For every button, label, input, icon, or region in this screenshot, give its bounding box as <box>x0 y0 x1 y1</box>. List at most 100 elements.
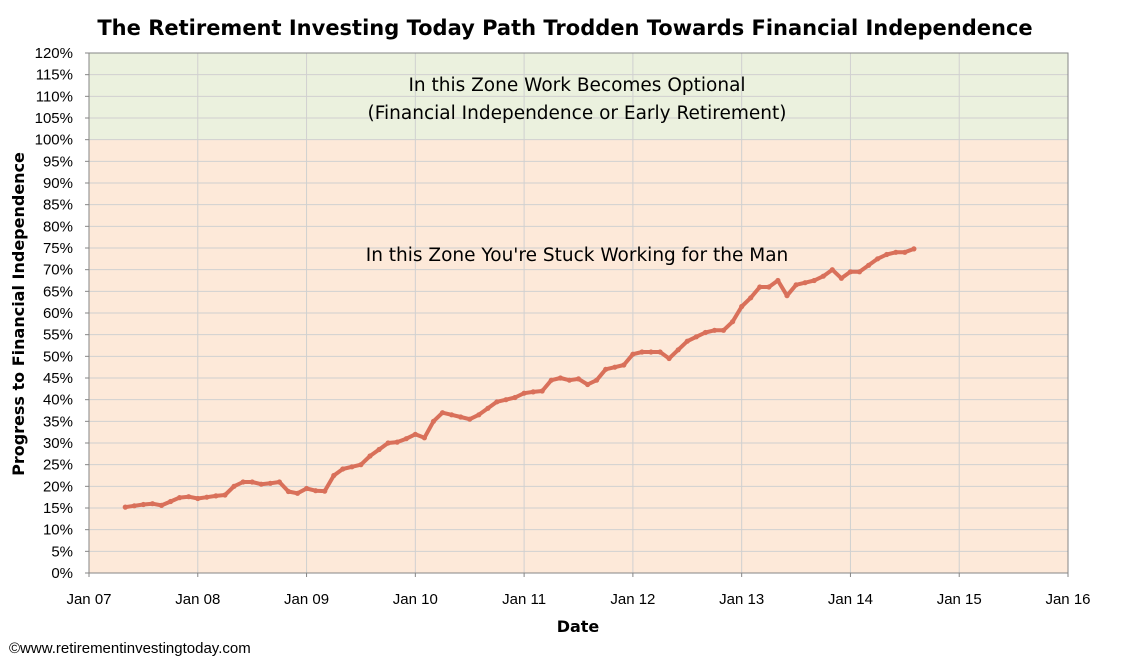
data-point <box>621 362 627 368</box>
data-point <box>702 329 709 336</box>
data-point <box>439 410 446 416</box>
series-line <box>123 246 916 510</box>
y-tick-label: 50% <box>43 348 73 365</box>
data-point <box>458 414 464 420</box>
y-tick-label: 100% <box>35 132 73 149</box>
data-point <box>657 349 663 355</box>
data-point <box>648 349 654 355</box>
x-tick-label: Jan 13 <box>719 591 764 608</box>
y-tick-label: 45% <box>43 370 73 387</box>
data-point <box>802 280 808 286</box>
y-tick-label: 35% <box>43 413 73 430</box>
zone-labels: In this Zone Work Becomes Optional (Finan… <box>366 75 789 266</box>
x-axis-title: Date <box>557 617 600 636</box>
copyright-footer: ©www.retirementinvestingtoday.com <box>9 640 251 657</box>
data-point <box>557 375 564 381</box>
data-point <box>485 405 491 411</box>
data-point <box>240 479 246 485</box>
data-point <box>530 389 536 395</box>
data-point <box>856 269 863 275</box>
data-point <box>195 495 201 502</box>
y-tick-label: 55% <box>43 327 73 344</box>
data-point <box>902 249 908 255</box>
data-point <box>412 431 418 437</box>
x-tick-label: Jan 10 <box>393 591 438 608</box>
data-point <box>521 390 527 396</box>
y-tick-label: 80% <box>43 218 73 235</box>
data-point <box>775 277 781 284</box>
y-tick-label: 10% <box>43 522 73 539</box>
data-point <box>748 295 754 301</box>
data-point <box>285 488 291 495</box>
data-point <box>267 480 273 486</box>
data-point <box>811 277 817 284</box>
data-point <box>730 319 736 325</box>
data-point <box>585 381 591 388</box>
data-point <box>838 275 845 281</box>
data-point <box>766 284 772 290</box>
data-point <box>258 481 264 487</box>
x-tick-label: Jan 07 <box>66 591 111 608</box>
data-point <box>276 479 282 485</box>
data-point <box>494 399 500 405</box>
data-point <box>122 504 128 510</box>
data-point <box>639 349 645 355</box>
data-point <box>140 501 146 508</box>
y-tick-label: 40% <box>43 392 73 409</box>
data-point <box>829 267 835 273</box>
y-tick-label: 95% <box>43 153 73 170</box>
y-tick-label: 0% <box>51 565 73 582</box>
y-tick-label: 105% <box>35 110 73 127</box>
data-point <box>512 394 518 401</box>
x-tick-label: Jan 15 <box>937 591 982 608</box>
data-point <box>430 418 437 424</box>
data-point <box>294 490 301 496</box>
y-tick-label: 110% <box>36 88 73 105</box>
data-point <box>711 327 718 333</box>
data-point <box>893 249 899 255</box>
data-point <box>476 412 482 418</box>
data-point <box>693 334 699 340</box>
data-point <box>603 366 609 372</box>
data-point <box>911 246 917 252</box>
data-point <box>394 439 400 445</box>
data-point <box>403 436 409 442</box>
data-point <box>304 485 310 492</box>
y-tick-label: 120% <box>35 45 73 62</box>
y-axis-title: Progress to Financial Independence <box>9 152 28 476</box>
x-tick-label: Jan 11 <box>502 591 546 608</box>
data-point <box>168 498 174 505</box>
data-point <box>449 412 455 418</box>
data-point <box>367 453 373 459</box>
data-point <box>421 435 427 441</box>
x-tick-label: Jan 16 <box>1045 591 1090 608</box>
data-point <box>666 355 672 362</box>
y-axis-ticks: 0% 5% 10% 15% 20% 25% 30% 35% 40% 45% 50% 55% 60% 65%… <box>35 45 89 582</box>
y-tick-label: 30% <box>43 435 73 452</box>
data-point <box>575 376 582 382</box>
data-point <box>358 462 364 468</box>
zone-label-stuck-working: In this Zone You're Stuck Working for th… <box>366 245 789 266</box>
data-point <box>313 488 319 494</box>
data-point <box>222 492 228 498</box>
y-tick-label: 60% <box>43 305 73 322</box>
data-point <box>204 494 210 500</box>
data-point <box>548 377 554 383</box>
data-point <box>231 483 237 489</box>
data-point <box>340 466 346 472</box>
y-tick-label: 15% <box>43 500 73 517</box>
data-point <box>875 256 881 262</box>
data-point <box>720 327 727 333</box>
x-tick-label: Jan 14 <box>828 591 873 608</box>
data-point <box>757 284 763 290</box>
y-tick-label: 20% <box>43 478 73 495</box>
data-point <box>784 293 790 299</box>
zone-label-work-optional-line-2: (Financial Independence or Early Retirem… <box>368 103 787 124</box>
y-tick-label: 25% <box>43 457 73 474</box>
y-tick-label: 5% <box>51 543 73 560</box>
data-point <box>186 494 192 500</box>
y-tick-label: 75% <box>43 240 73 257</box>
data-point <box>349 464 355 470</box>
data-point <box>158 502 165 508</box>
